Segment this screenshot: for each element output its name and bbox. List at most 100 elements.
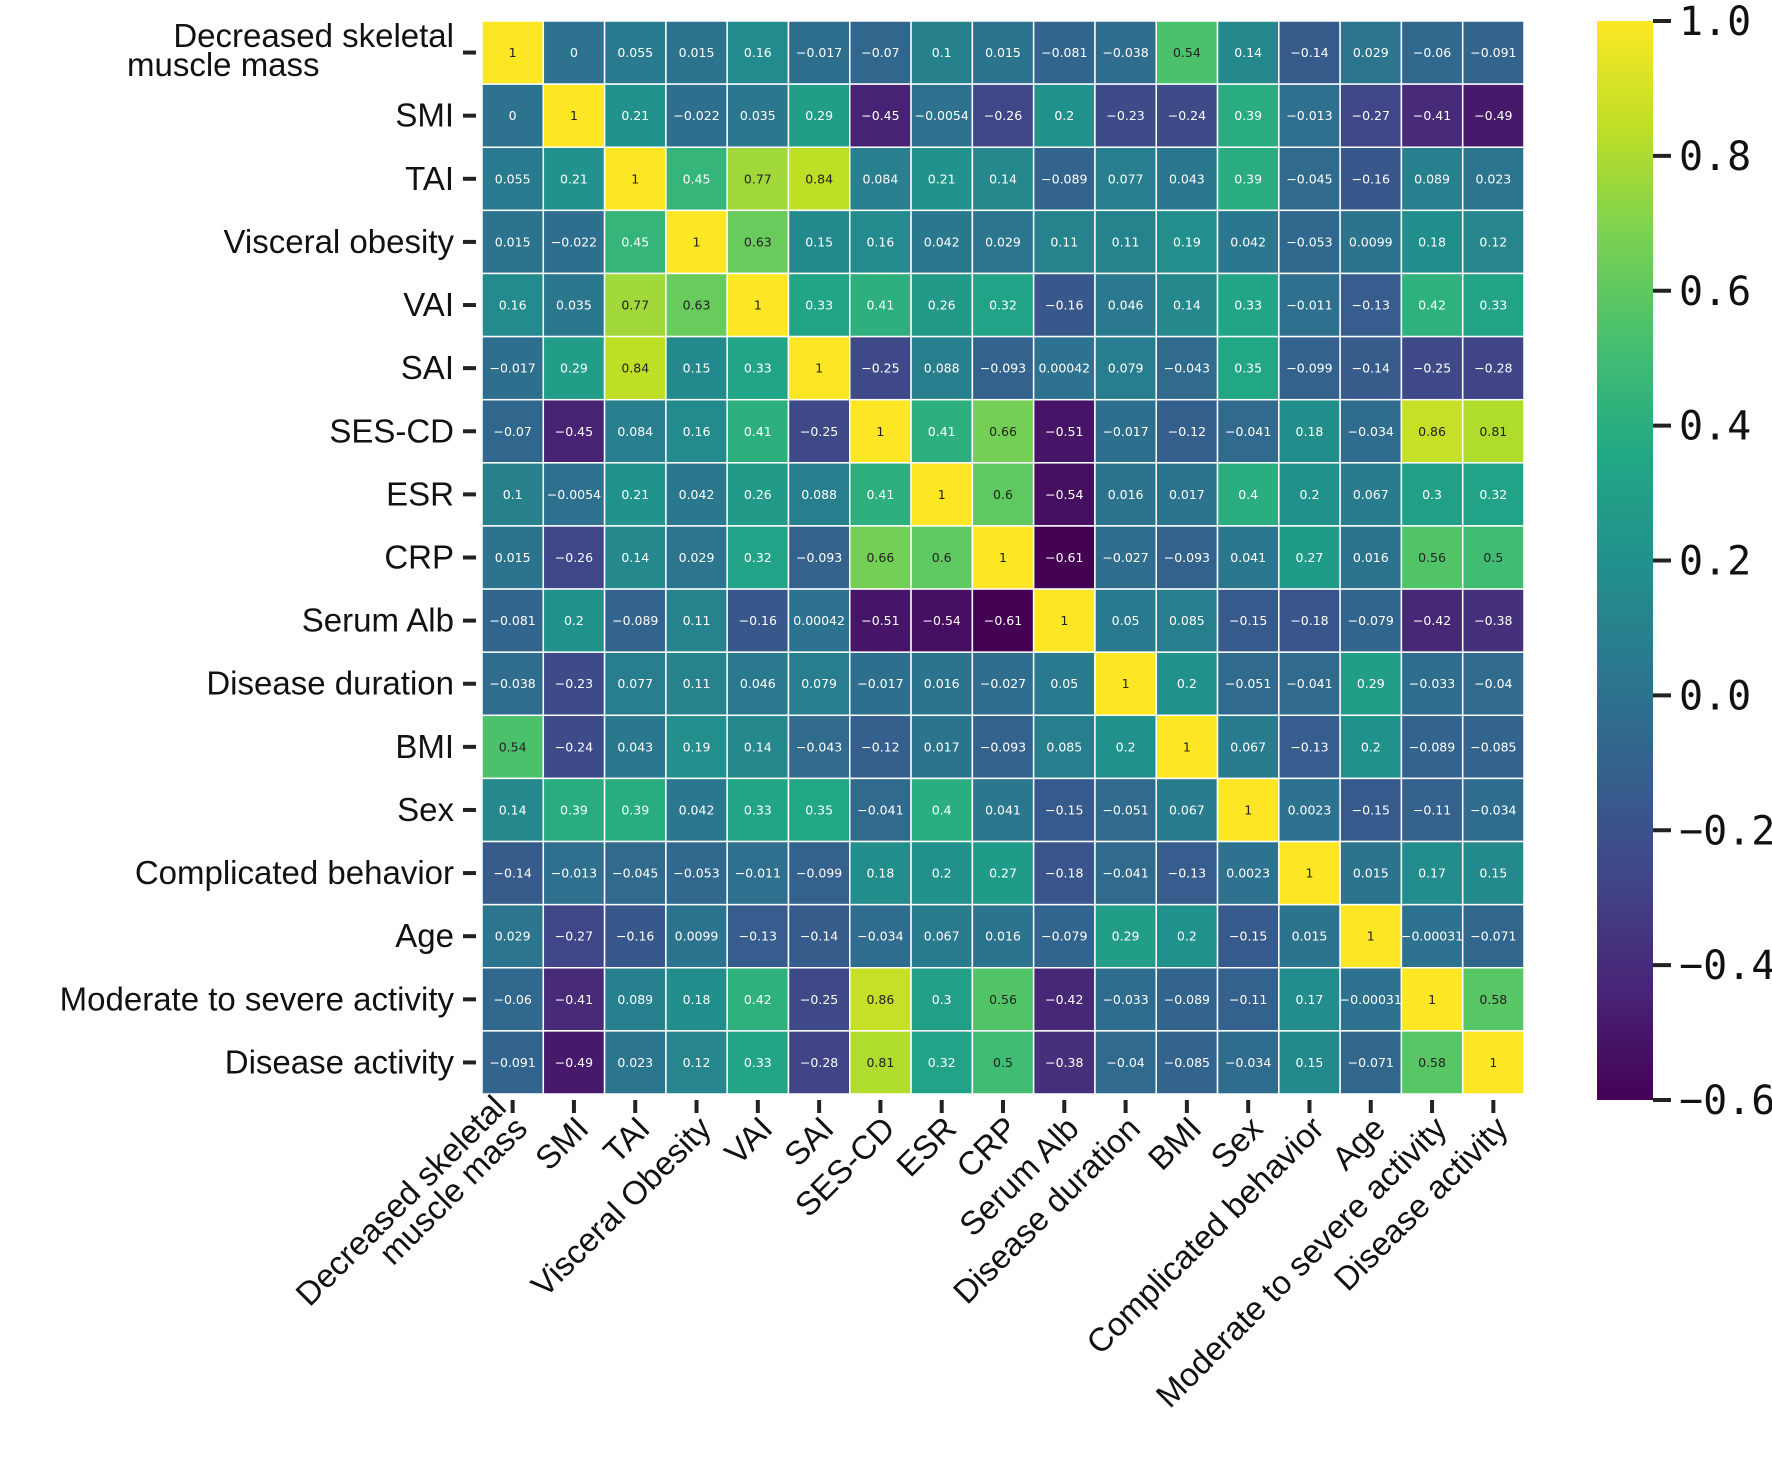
cell-value-label: −0.081 bbox=[1041, 45, 1087, 60]
y-tick-label: BMI bbox=[395, 728, 454, 765]
heatmap-cell bbox=[1216, 272, 1280, 338]
cell-value-label: 0.58 bbox=[1418, 1055, 1446, 1070]
cell-value-label: 0.21 bbox=[928, 171, 956, 186]
cell-value-label: −0.099 bbox=[1286, 361, 1332, 376]
cell-value-label: 0.63 bbox=[683, 298, 711, 313]
heatmap-cell bbox=[1216, 840, 1280, 906]
cell-value-label: 0.089 bbox=[617, 992, 653, 1007]
heatmap-cell bbox=[1216, 462, 1280, 527]
heatmap-cell bbox=[971, 967, 1035, 1032]
heatmap-cell bbox=[1155, 525, 1219, 590]
cell-value-label: 0.41 bbox=[928, 424, 956, 439]
cell-value-label: 0.35 bbox=[805, 802, 833, 817]
cell-value-label: −0.25 bbox=[861, 361, 899, 376]
cell-value-label: −0.045 bbox=[1286, 171, 1332, 186]
cell-value-label: 0.18 bbox=[683, 992, 711, 1007]
cell-value-label: 0.32 bbox=[928, 1055, 956, 1070]
cell-value-label: 0.05 bbox=[1050, 676, 1078, 691]
heatmap-cell bbox=[1216, 777, 1280, 843]
heatmap-cell bbox=[910, 398, 974, 464]
heatmap-cell bbox=[971, 651, 1035, 717]
heatmap-cell bbox=[1278, 398, 1341, 464]
heatmap-cell bbox=[1400, 146, 1464, 212]
cell-value-label: 0.2 bbox=[564, 613, 584, 628]
cell-value-label: −0.41 bbox=[555, 992, 593, 1007]
cell-value-label: 0.0023 bbox=[1226, 866, 1270, 881]
cell-value-label: 1 bbox=[1305, 866, 1313, 881]
cell-value-label: 0.2 bbox=[1177, 929, 1197, 944]
heatmap-cell bbox=[787, 1030, 851, 1095]
cell-value-label: −0.24 bbox=[555, 739, 593, 754]
heatmap-cell bbox=[542, 83, 606, 148]
cell-value-label: 0.54 bbox=[1173, 45, 1201, 60]
cell-value-label: 0.016 bbox=[985, 929, 1021, 944]
cell-value-label: −0.61 bbox=[1045, 550, 1083, 565]
cell-value-label: 0.088 bbox=[801, 487, 837, 502]
cell-value-label: −0.079 bbox=[1041, 929, 1087, 944]
x-tick-label: Decreased skeletalmuscle mass bbox=[288, 1088, 534, 1334]
heatmap-cell bbox=[787, 83, 851, 148]
heatmap-cell bbox=[1278, 903, 1341, 969]
cell-value-label: −0.54 bbox=[923, 613, 961, 628]
cell-value-label: −0.45 bbox=[555, 424, 593, 439]
cell-value-label: 1 bbox=[1060, 613, 1068, 628]
cell-value-label: 0.16 bbox=[683, 424, 711, 439]
heatmap-cell bbox=[542, 272, 606, 338]
colorbar-tick-label: −0.4 bbox=[1679, 943, 1772, 989]
heatmap-cell bbox=[1278, 525, 1341, 590]
cell-value-label: −0.013 bbox=[1286, 108, 1332, 123]
heatmap-cell bbox=[542, 1030, 606, 1095]
heatmap-cell bbox=[787, 967, 851, 1032]
heatmap-cell bbox=[542, 146, 606, 212]
cell-value-label: 0.067 bbox=[924, 929, 960, 944]
heatmap-cell bbox=[787, 335, 851, 401]
cell-value-label: 0.4 bbox=[932, 802, 952, 817]
cell-value-label: 0.27 bbox=[989, 866, 1017, 881]
cell-value-label: 0.29 bbox=[1112, 929, 1140, 944]
cell-value-label: −0.16 bbox=[616, 929, 654, 944]
heatmap-cell bbox=[481, 903, 545, 969]
cell-value-label: −0.041 bbox=[1286, 676, 1332, 691]
heatmap-cell bbox=[1032, 20, 1096, 85]
cell-value-label: 0.0023 bbox=[1288, 802, 1332, 817]
cell-value-label: −0.041 bbox=[1225, 424, 1271, 439]
cell-value-label: 1 bbox=[631, 171, 639, 186]
heatmap-cell bbox=[1461, 1030, 1525, 1095]
heatmap-cell bbox=[1278, 83, 1341, 148]
heatmap-cell bbox=[665, 272, 728, 338]
cell-value-label: −0.15 bbox=[1229, 613, 1267, 628]
cell-value-label: 1 bbox=[938, 487, 946, 502]
cell-value-label: −0.011 bbox=[735, 866, 781, 881]
cell-value-label: −0.033 bbox=[1102, 992, 1148, 1007]
cell-value-label: 0.015 bbox=[1353, 866, 1389, 881]
heatmap-cell bbox=[542, 20, 606, 85]
heatmap-cell bbox=[1278, 840, 1341, 906]
cell-value-label: 0.33 bbox=[744, 361, 772, 376]
cell-value-label: 0.11 bbox=[683, 676, 711, 691]
cell-value-label: 0.067 bbox=[1169, 802, 1205, 817]
heatmap-cell bbox=[1094, 83, 1157, 148]
heatmap-cell bbox=[603, 146, 667, 212]
cell-value-label: 0.05 bbox=[1112, 613, 1140, 628]
cell-value-label: −0.038 bbox=[1102, 45, 1148, 60]
cell-value-label: −0.18 bbox=[1290, 613, 1328, 628]
cell-value-label: −0.089 bbox=[1164, 992, 1210, 1007]
cell-value-label: 0.84 bbox=[621, 361, 649, 376]
cell-value-label: −0.27 bbox=[555, 929, 593, 944]
cell-value-label: 0.0099 bbox=[675, 929, 719, 944]
heatmap-cell bbox=[787, 777, 851, 843]
heatmap-cell bbox=[1400, 398, 1464, 464]
heatmap-cell bbox=[665, 777, 728, 843]
cell-value-label: −0.11 bbox=[1413, 802, 1451, 817]
cell-value-label: 0.45 bbox=[621, 234, 649, 249]
cell-value-label: 0.18 bbox=[1296, 424, 1324, 439]
heatmap-cell bbox=[1278, 335, 1341, 401]
heatmap-cell bbox=[1461, 272, 1525, 338]
colorbar-tick-label: 0.8 bbox=[1679, 134, 1751, 180]
cell-value-label: −0.093 bbox=[1164, 550, 1210, 565]
heatmap-cell bbox=[1339, 525, 1403, 590]
cell-value-label: 0.33 bbox=[1479, 298, 1507, 313]
cell-value-label: 0.12 bbox=[683, 1055, 711, 1070]
cell-value-label: 0.32 bbox=[989, 298, 1017, 313]
